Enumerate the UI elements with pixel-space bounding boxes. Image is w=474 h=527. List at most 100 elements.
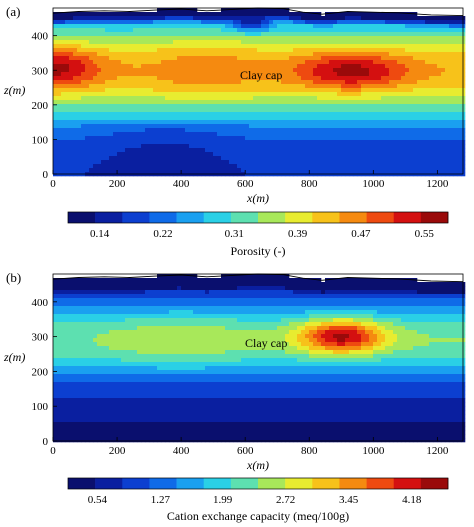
field-cell: [85, 112, 90, 117]
field-cell: [333, 48, 338, 53]
field-cell: [213, 128, 218, 133]
field-cell: [413, 84, 418, 89]
field-cell: [365, 68, 370, 73]
field-cell: [205, 136, 210, 141]
field-cell: [453, 20, 458, 25]
field-cell: [325, 100, 330, 105]
field-cell: [297, 72, 302, 77]
field-cell: [293, 100, 298, 105]
field-cell: [425, 88, 430, 93]
field-cell: [225, 80, 230, 85]
field-cell: [101, 302, 106, 307]
field-cell: [401, 52, 406, 57]
field-cell: [249, 152, 254, 157]
field-cell: [65, 430, 70, 435]
field-cell: [345, 80, 350, 85]
field-cell: [337, 92, 342, 97]
field-cell: [393, 128, 398, 133]
field-cell: [85, 104, 90, 109]
field-cell: [117, 354, 122, 359]
field-cell: [113, 286, 118, 291]
field-cell: [61, 318, 66, 323]
field-cell: [93, 394, 98, 399]
field-cell: [109, 16, 114, 21]
field-cell: [201, 132, 206, 137]
field-cell: [305, 88, 310, 93]
field-cell: [113, 278, 118, 283]
field-cell: [437, 128, 442, 133]
field-cell: [181, 108, 186, 113]
field-cell: [369, 168, 374, 173]
field-cell: [369, 44, 374, 49]
field-cell: [169, 140, 174, 145]
field-cell: [281, 112, 286, 117]
field-cell: [361, 32, 366, 37]
field-cell: [409, 116, 414, 121]
field-cell: [173, 156, 178, 161]
field-cell: [273, 60, 278, 65]
field-cell: [145, 136, 150, 141]
field-cell: [209, 148, 214, 153]
field-cell: [445, 104, 450, 109]
field-cell: [189, 84, 194, 89]
field-cell: [109, 76, 114, 81]
field-cell: [65, 326, 70, 331]
field-cell: [445, 80, 450, 85]
field-cell: [457, 168, 462, 173]
field-cell: [57, 322, 62, 327]
field-cell: [61, 394, 66, 399]
field-cell: [149, 104, 154, 109]
field-cell: [337, 108, 342, 113]
x-tick-label: 400: [173, 178, 190, 190]
field-cell: [93, 374, 98, 379]
field-cell: [265, 76, 270, 81]
field-cell: [329, 164, 334, 169]
field-cell: [193, 84, 198, 89]
field-cell: [113, 374, 118, 379]
field-cell: [337, 156, 342, 161]
field-cell: [57, 418, 62, 423]
field-cell: [245, 48, 250, 53]
field-cell: [173, 52, 178, 57]
field-cell: [65, 394, 70, 399]
field-cell: [65, 406, 70, 411]
field-cell: [117, 132, 122, 137]
field-cell: [337, 128, 342, 133]
field-cell: [109, 398, 114, 403]
field-cell: [85, 278, 90, 283]
field-cell: [229, 128, 234, 133]
field-cell: [389, 44, 394, 49]
field-cell: [273, 16, 278, 21]
field-cell: [145, 12, 150, 17]
field-cell: [177, 156, 182, 161]
field-cell: [277, 24, 282, 29]
field-cell: [85, 100, 90, 105]
field-cell: [193, 148, 198, 153]
field-cell: [133, 168, 138, 173]
field-cell: [361, 64, 366, 69]
field-cell: [109, 306, 114, 311]
field-cell: [109, 438, 114, 443]
field-cell: [89, 358, 94, 363]
field-cell: [273, 56, 278, 61]
field-cell: [349, 144, 354, 149]
field-cell: [189, 24, 194, 29]
field-cell: [385, 72, 390, 77]
field-cell: [261, 108, 266, 113]
field-cell: [161, 152, 166, 157]
field-cell: [441, 60, 446, 65]
field-cell: [105, 290, 110, 295]
field-cell: [449, 36, 454, 41]
field-cell: [213, 112, 218, 117]
field-cell: [153, 56, 158, 61]
field-cell: [201, 120, 206, 125]
field-cell: [409, 48, 414, 53]
field-cell: [277, 128, 282, 133]
field-cell: [245, 132, 250, 137]
field-cell: [445, 72, 450, 77]
field-cell: [241, 156, 246, 161]
field-cell: [369, 68, 374, 73]
field-cell: [289, 52, 294, 57]
field-cell: [65, 88, 70, 93]
